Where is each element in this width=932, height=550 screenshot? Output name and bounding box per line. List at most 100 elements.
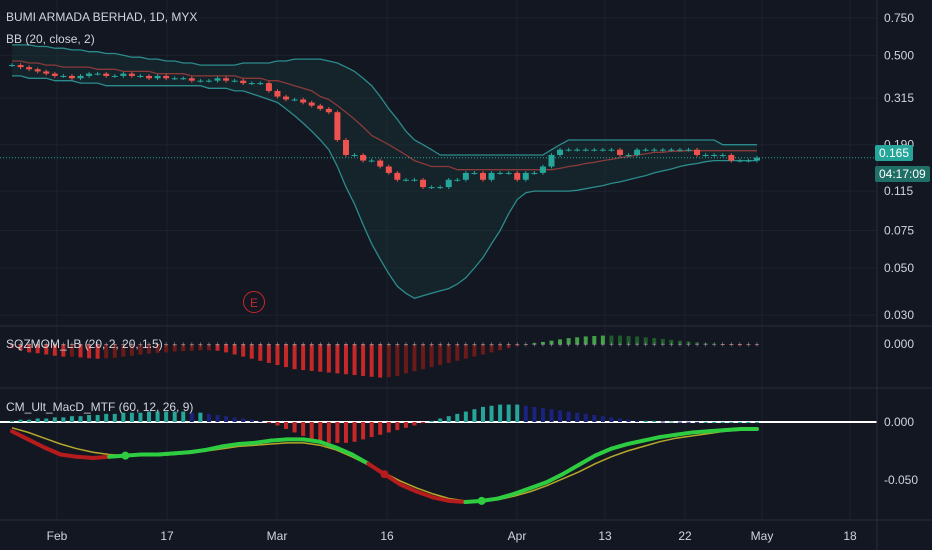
sqz-bar bbox=[515, 344, 520, 347]
sqz-bar bbox=[301, 344, 306, 371]
candle-body bbox=[582, 149, 589, 151]
sqz-bar bbox=[52, 344, 57, 356]
macd-hist-bar bbox=[506, 404, 511, 422]
sqz-cross: + bbox=[249, 340, 254, 349]
sqz-cross: + bbox=[284, 340, 289, 349]
sqz-cross: + bbox=[258, 340, 263, 349]
candle-body bbox=[445, 179, 452, 188]
macd-line-segment bbox=[722, 426, 743, 433]
bollinger-bands bbox=[0, 44, 877, 300]
macd-line-segment bbox=[350, 452, 371, 466]
macd-hist-bar bbox=[147, 411, 152, 422]
macd-hist-bar bbox=[275, 422, 280, 426]
sqz-cross: + bbox=[232, 340, 237, 349]
macd-hist-bar bbox=[617, 418, 622, 422]
sqz-bar bbox=[729, 344, 734, 345]
macd-hist-bar bbox=[515, 404, 520, 422]
candle-body bbox=[223, 78, 230, 81]
macd-hist-bar bbox=[532, 406, 537, 422]
macd-hist-bar bbox=[755, 421, 759, 423]
sqz-cross: + bbox=[421, 340, 426, 349]
price-tick-label: 0.315 bbox=[884, 91, 914, 105]
sqz-cross: + bbox=[643, 340, 648, 349]
sqz-bar bbox=[343, 344, 348, 375]
macd-hist-bar bbox=[463, 411, 468, 422]
sqz-cross: + bbox=[446, 340, 451, 349]
candle-body bbox=[659, 149, 666, 151]
sqz-bar bbox=[652, 338, 657, 344]
macd-hist-bar bbox=[121, 412, 126, 422]
macd-hist-bar bbox=[18, 419, 23, 422]
macd-hist-bar bbox=[309, 422, 314, 440]
sqz-bar bbox=[189, 344, 194, 351]
candle-body bbox=[26, 67, 33, 70]
earnings-marker[interactable]: E bbox=[243, 291, 265, 313]
sqz-cross: + bbox=[489, 340, 494, 349]
sqz-bar bbox=[147, 344, 152, 354]
macd-hist-bar bbox=[583, 413, 588, 422]
sqz-cross: + bbox=[335, 340, 340, 349]
macd-hist-bar bbox=[446, 416, 451, 422]
sqz-bar bbox=[703, 343, 708, 345]
sqz-cross: + bbox=[558, 340, 563, 349]
sqz-bar bbox=[575, 337, 580, 344]
macd-hist-bar bbox=[164, 411, 169, 422]
sqz-bar bbox=[566, 338, 571, 344]
sqz-bar bbox=[224, 344, 229, 353]
macd-line-segment bbox=[609, 442, 630, 451]
price-tick-label: 0.050 bbox=[884, 261, 914, 275]
candle-body bbox=[265, 83, 272, 91]
sqz-bar bbox=[87, 344, 92, 359]
candle-body bbox=[676, 149, 683, 151]
candle-body bbox=[625, 154, 632, 156]
macd-hist-bar bbox=[643, 420, 648, 422]
candle-body bbox=[420, 179, 427, 188]
price-tick-label: 0.500 bbox=[884, 48, 914, 62]
sqz-bar bbox=[326, 344, 331, 373]
sqz-cross: + bbox=[429, 340, 434, 349]
sqz-cross: + bbox=[575, 340, 580, 349]
sqz-cross: + bbox=[207, 340, 212, 349]
candle-body bbox=[214, 78, 221, 81]
macd-hist-bar bbox=[215, 415, 220, 422]
sqz-cross: + bbox=[472, 340, 477, 349]
sqz-bar bbox=[720, 344, 725, 345]
sqz-cross: + bbox=[155, 340, 160, 349]
macd-hist-bar bbox=[343, 422, 348, 443]
macd-hist-bar bbox=[712, 421, 717, 423]
macd-indicator-label[interactable]: CM_Ult_MacD_MTF (60, 12, 26, 9) bbox=[6, 400, 194, 414]
candle-body bbox=[197, 80, 204, 82]
candle-body bbox=[146, 75, 153, 79]
macd-hist-bar bbox=[489, 405, 494, 422]
sqz-bar bbox=[266, 344, 271, 363]
sqz-cross: + bbox=[412, 340, 417, 349]
macd-hist-bar bbox=[455, 413, 460, 422]
macd-tick-label: 0.000 bbox=[884, 415, 914, 429]
x-tick-label: 18 bbox=[843, 529, 857, 543]
macd-line-segment bbox=[220, 442, 241, 449]
sqz-cross: + bbox=[327, 340, 332, 349]
macd-hist-bar bbox=[10, 420, 14, 422]
macd-hist-bar bbox=[652, 420, 657, 422]
sqz-cross: + bbox=[352, 340, 357, 349]
sqzmom-indicator-label[interactable]: SQZMOM_LB (20, 2, 20, 1.5) bbox=[6, 337, 163, 351]
sqz-bar bbox=[112, 344, 117, 358]
candle-body bbox=[402, 179, 409, 181]
sqz-bar bbox=[643, 337, 648, 344]
candle-body bbox=[94, 73, 101, 75]
last-price-tag: 0.165 bbox=[875, 145, 914, 161]
sqz-cross: + bbox=[267, 340, 272, 349]
macd-cross-dot bbox=[121, 451, 130, 460]
price-tick-label: 0.750 bbox=[884, 11, 914, 25]
macd-hist-bar bbox=[138, 412, 143, 422]
candle-body bbox=[43, 71, 50, 74]
bb-indicator-label[interactable]: BB (20, close, 2) bbox=[6, 32, 95, 46]
macd-hist-bar bbox=[558, 410, 563, 422]
sqz-cross: + bbox=[35, 340, 40, 349]
sqz-cross: + bbox=[703, 340, 708, 349]
sqz-cross: + bbox=[455, 340, 460, 349]
candle-body bbox=[111, 75, 118, 77]
bb-fill bbox=[12, 44, 757, 299]
